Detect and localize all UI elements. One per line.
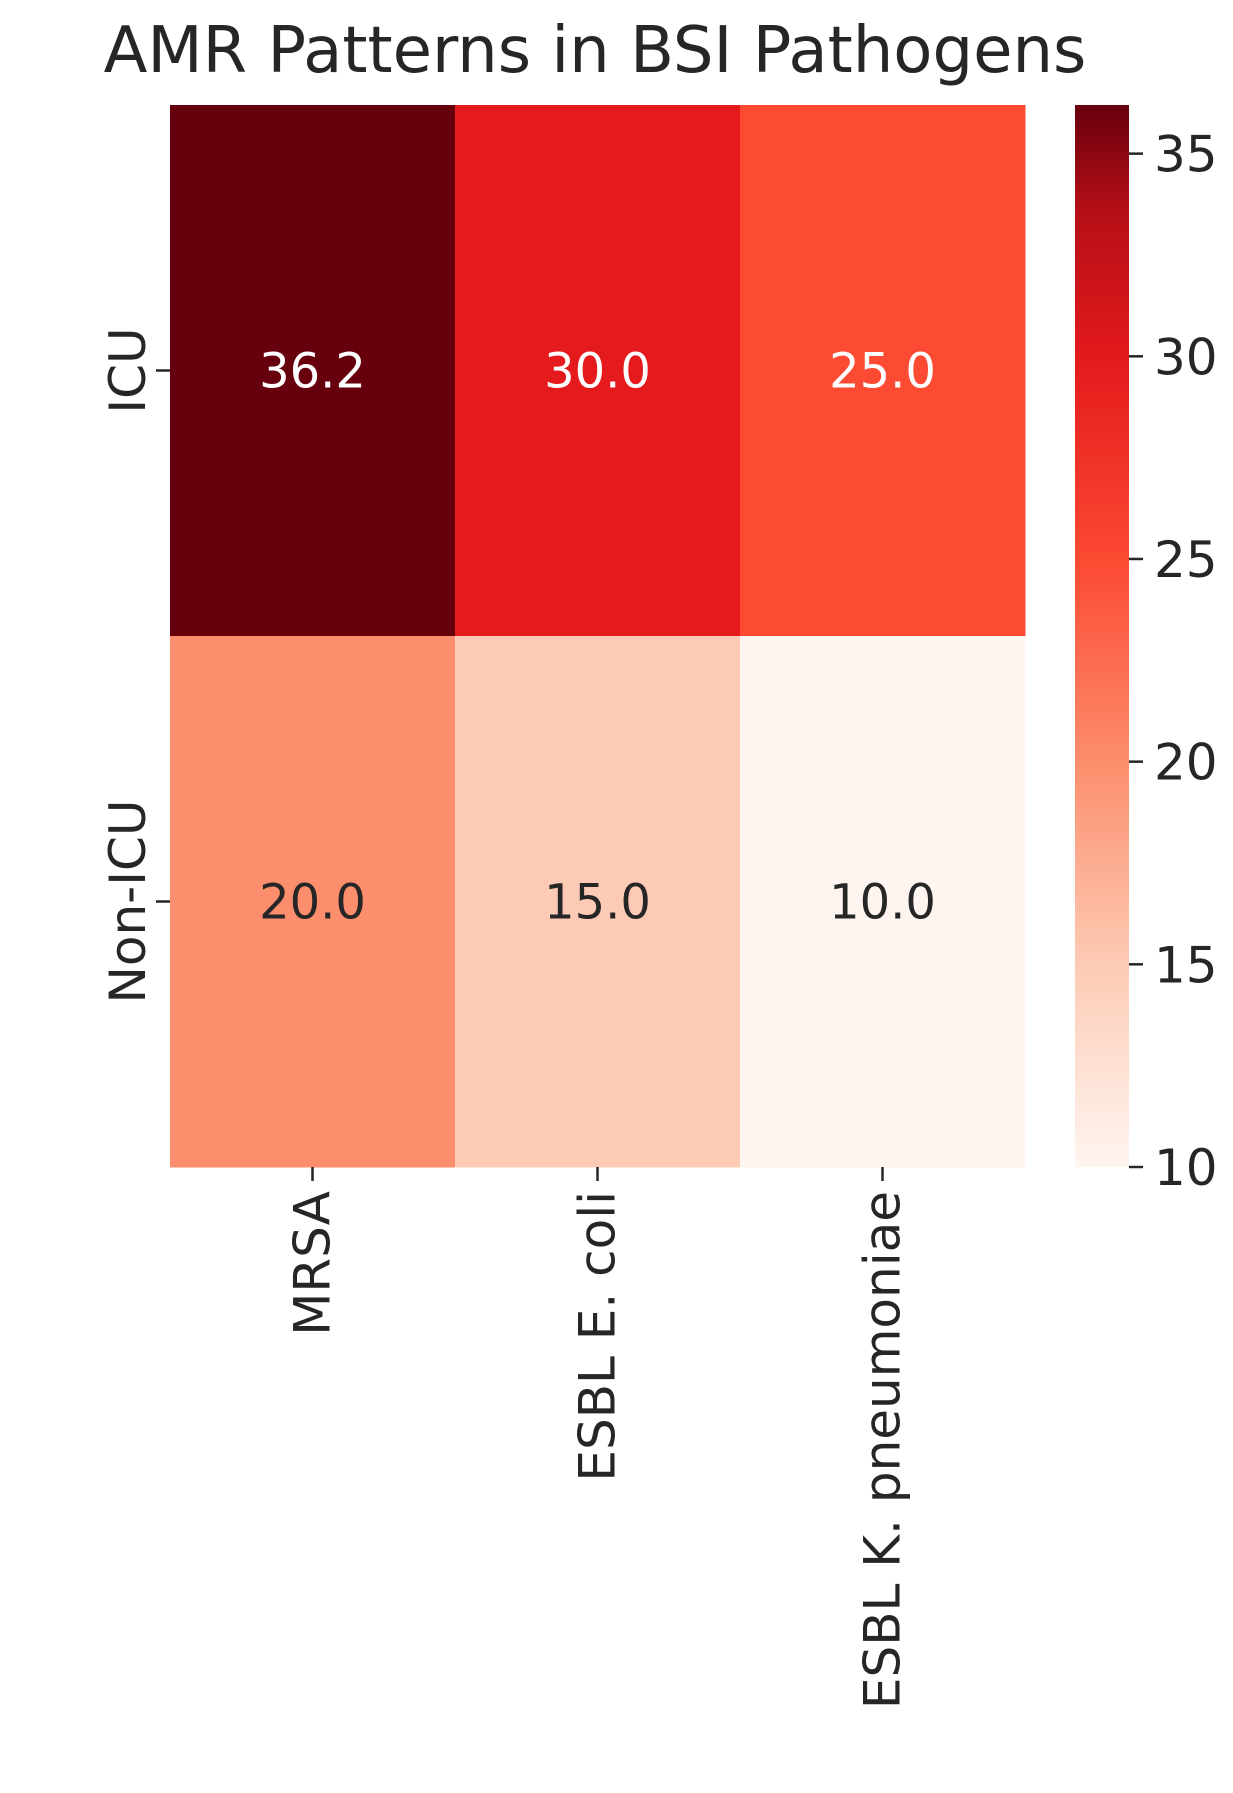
colorbar-tick-label: 15 xyxy=(1154,936,1218,994)
chart-title: AMR Patterns in BSI Pathogens xyxy=(104,14,1087,88)
colorbar-tick-label: 25 xyxy=(1154,531,1218,589)
colorbar-tick-label: 20 xyxy=(1154,734,1218,792)
colorbar xyxy=(1075,105,1129,1167)
heatmap-cell-4 xyxy=(170,636,456,1168)
colorbar-tick-label: 10 xyxy=(1154,1139,1218,1197)
cell-value-label: 10.0 xyxy=(829,875,936,931)
cell-value-label: 30.0 xyxy=(544,344,651,400)
heatmap-cell-5 xyxy=(455,636,741,1168)
heatmap-cell-6 xyxy=(740,636,1026,1168)
cell-value-label: 25.0 xyxy=(829,344,936,400)
cell-value-label: 15.0 xyxy=(544,875,651,931)
x-tick-label: MRSA xyxy=(284,1191,342,1336)
x-tick-label: ESBL K. pneumoniae xyxy=(854,1191,912,1709)
y-axis: ICU Non-ICU xyxy=(99,327,170,1003)
colorbar-ticks: 10 15 20 25 30 35 xyxy=(1129,126,1218,1197)
x-tick-label: ESBL E. coli xyxy=(569,1191,627,1482)
y-tick-label: ICU xyxy=(99,327,157,413)
heatmap-cell-1 xyxy=(170,105,456,637)
heatmap-cell-3 xyxy=(740,105,1026,637)
heatmap-cells xyxy=(170,105,1026,1168)
cell-value-label: 20.0 xyxy=(259,875,366,931)
colorbar-tick-label: 30 xyxy=(1154,328,1218,386)
colorbar-tick-label: 35 xyxy=(1154,126,1218,184)
heatmap-cell-2 xyxy=(455,105,741,637)
cell-value-label: 36.2 xyxy=(259,344,366,400)
x-axis: MRSA ESBL E. coli ESBL K. pneumoniae xyxy=(284,1167,912,1709)
cell-annotations: 36.2 30.0 25.0 20.0 15.0 10.0 xyxy=(259,344,936,931)
y-tick-label: Non-ICU xyxy=(99,800,157,1004)
